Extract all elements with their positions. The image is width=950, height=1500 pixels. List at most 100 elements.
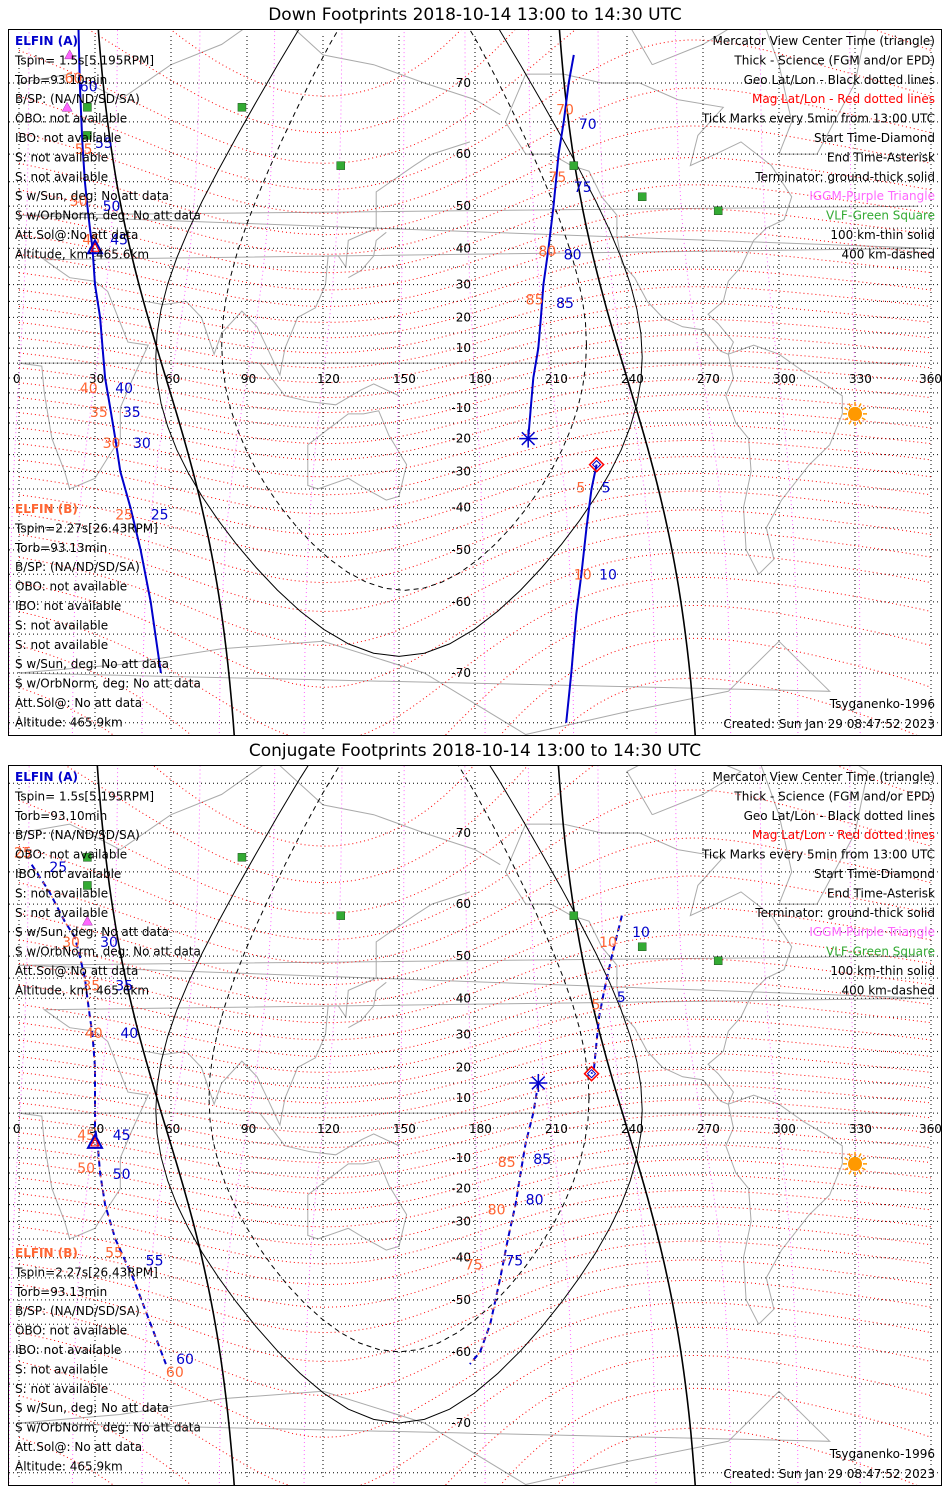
lon-tick-label: 60 xyxy=(165,372,180,386)
satellite-track-overlay xyxy=(469,1082,539,1365)
sun-ray xyxy=(861,417,866,421)
mag-meridian xyxy=(141,0,201,762)
lat-tick-label: -60 xyxy=(451,595,471,609)
geo-grid xyxy=(9,772,941,1479)
elfin-b-line: Torb=93.13min xyxy=(14,541,107,555)
coastline xyxy=(18,1390,831,1486)
track-mag-label: 60 xyxy=(166,1365,184,1381)
coastline xyxy=(504,73,793,355)
sun-ray xyxy=(858,403,862,408)
lat-tick-label: -30 xyxy=(451,464,471,478)
sun-icon xyxy=(843,401,867,426)
mag-meridian xyxy=(464,744,486,1500)
track-time-label: 45 xyxy=(110,232,128,248)
legend-line: Thick - Science (FGM and/or EPD) xyxy=(733,789,935,803)
elfin-a-line: S w/OrbNorm, deg: No att data xyxy=(15,945,201,959)
terminator-400km xyxy=(221,0,587,591)
lon-tick-label: 150 xyxy=(393,1122,416,1136)
track-time-label: 80 xyxy=(526,1193,544,1209)
elfin-a-line: S w/Sun, deg: No att data xyxy=(15,189,169,203)
track-mag-label: 85 xyxy=(526,293,544,309)
track-time-label: 5 xyxy=(602,481,611,497)
track-mag-label: 25 xyxy=(115,508,133,524)
track-mag-label: 85 xyxy=(498,1155,516,1171)
elfin-b-line: IBO: not available xyxy=(15,599,121,613)
igrf-triangle xyxy=(61,101,73,112)
vlf-square xyxy=(569,911,579,920)
coastline xyxy=(259,1112,400,1156)
sun-ray xyxy=(844,1167,849,1171)
track-time-label: 10 xyxy=(632,925,650,941)
mag-meridian xyxy=(393,0,405,762)
track-time-label: 10 xyxy=(599,567,617,583)
lat-tick-label: 70 xyxy=(456,76,471,90)
sun-ray xyxy=(861,407,866,411)
terminator xyxy=(95,0,699,776)
mag-parallel xyxy=(18,456,932,536)
mag-meridian xyxy=(141,744,201,1500)
track-mag-label: 5 xyxy=(592,998,601,1014)
track-time-label: 60 xyxy=(176,1352,194,1368)
track-time-label: 85 xyxy=(533,1152,551,1168)
lat-tick-label: -10 xyxy=(451,401,471,415)
igrf-triangle xyxy=(64,49,76,60)
center-triangle-inner xyxy=(90,1136,100,1147)
lat-tick-label: -50 xyxy=(451,543,471,557)
mag-meridian xyxy=(527,0,575,762)
sun-ray xyxy=(858,1153,862,1158)
mag-parallel xyxy=(18,208,932,291)
sun-ray xyxy=(844,417,849,421)
lat-tick-label: 30 xyxy=(456,278,471,292)
coastline xyxy=(18,640,831,736)
track-time-label: 80 xyxy=(564,248,582,264)
satellite-track xyxy=(565,464,598,723)
mag-parallel xyxy=(18,39,932,191)
elfin-b-line: B/SP: (NA/ND/SD/SA) xyxy=(15,560,140,574)
elfin-a-line: Tspin= 1.5s[5.195RPM] xyxy=(14,789,154,803)
terminator-ground xyxy=(94,730,237,1500)
legend-line: 400 km-dashed xyxy=(841,983,935,997)
elfin-b-line: Altitude: 465.9km xyxy=(15,1459,123,1473)
lon-tick-label: 30 xyxy=(89,1122,104,1136)
track-mag-label: 50 xyxy=(77,1161,95,1177)
elfin-b-line: IBO: not available xyxy=(15,1343,121,1357)
footprint-map: 0 30 60 90 120 150 180 210 240 270 300 330 360 70 60 50… xyxy=(8,729,942,1500)
mag-parallel xyxy=(18,1240,932,1334)
track-mag-label: 25 xyxy=(14,845,32,861)
track-time-label: 55 xyxy=(146,1254,164,1270)
satellite-track xyxy=(527,54,575,439)
mag-parallel xyxy=(18,1159,932,1228)
legend-line: Mag Lat/Lon - Red dotted lines xyxy=(752,828,935,842)
mag-meridian xyxy=(674,744,732,1500)
track-time-label: 50 xyxy=(103,199,121,215)
sun-ray xyxy=(848,1170,852,1175)
mag-meridian xyxy=(849,0,861,762)
legend-line: Start Time-Diamond xyxy=(814,131,935,145)
legend-line: IGGM-Purple Triangle xyxy=(809,189,935,203)
mag-parallel xyxy=(18,1259,932,1363)
legend-line: Terminator: ground-thick solid xyxy=(754,906,935,920)
mag-parallel xyxy=(18,1222,932,1308)
track-time-label: 40 xyxy=(115,381,133,397)
legend-line: Mag Lat/Lon - Red dotted lines xyxy=(752,92,935,106)
lon-tick-label: 120 xyxy=(317,1122,340,1136)
start-diamond-inner xyxy=(591,459,602,470)
mag-meridian xyxy=(218,0,276,762)
vlf-square xyxy=(713,956,723,966)
lon-tick-label: 150 xyxy=(393,372,416,386)
elfin-a-line: S w/OrbNorm, deg: No att data xyxy=(15,209,201,223)
vlf-square xyxy=(83,853,92,862)
mag-meridian xyxy=(674,0,732,762)
elfin-b-line: OBO: not available xyxy=(15,1324,127,1338)
start-diamond-inner xyxy=(586,1068,597,1079)
track-mag-label: 40 xyxy=(85,1026,103,1042)
legend-line: End Time-Asterisk xyxy=(827,886,935,900)
legend-line: VLF-Green Square xyxy=(826,945,935,959)
asterisk-stroke xyxy=(531,1076,546,1090)
model-name: Tsyganenko-1996 xyxy=(829,1447,935,1461)
lon-tick-label: 180 xyxy=(469,1122,492,1136)
track-mag-label: 40 xyxy=(80,381,98,397)
coastline xyxy=(754,0,869,155)
coastline xyxy=(348,981,387,1029)
vlf-square xyxy=(336,161,345,170)
